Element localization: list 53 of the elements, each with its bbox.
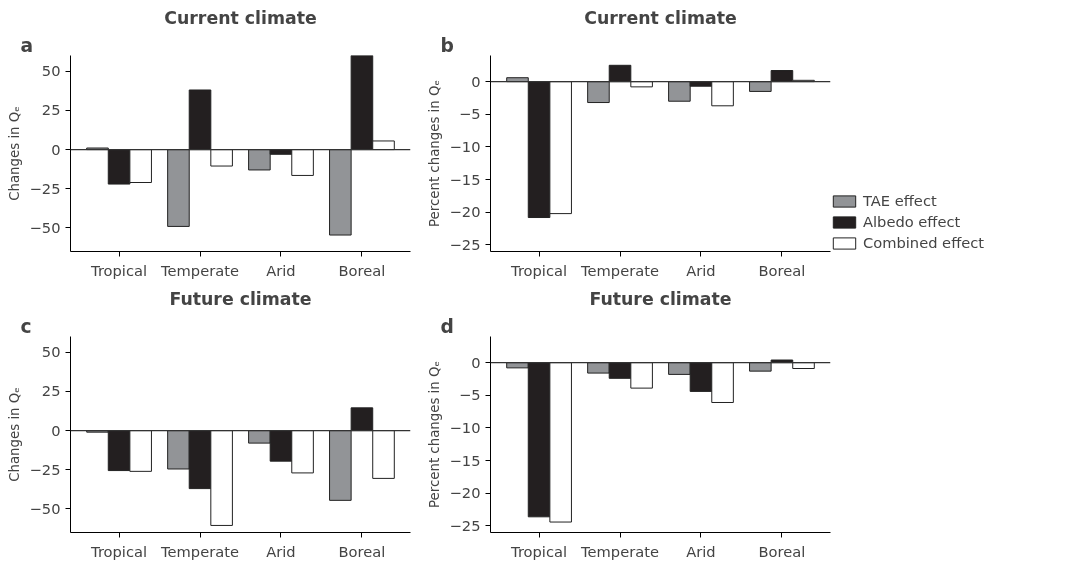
x-tick-label: Boreal bbox=[338, 261, 386, 279]
y-tick-label: −15 bbox=[449, 170, 481, 188]
y-tick-label: −5 bbox=[458, 105, 481, 123]
text: b bbox=[440, 34, 454, 56]
y-tick-label: −50 bbox=[29, 499, 61, 517]
x-tick-label: Tropical bbox=[90, 542, 148, 560]
x-tick-label: Tropical bbox=[510, 542, 568, 560]
y-tick-label: 25 bbox=[41, 101, 61, 119]
chart-title: Future climate bbox=[169, 288, 312, 309]
x-tick-label: Temperate bbox=[160, 261, 239, 279]
y-tick-label: 0 bbox=[471, 72, 481, 90]
y-tick-label: −20 bbox=[449, 203, 481, 221]
legend-label: Albedo effect bbox=[863, 213, 961, 230]
y-axis-title: Percent changes in Qₑ bbox=[426, 79, 442, 228]
x-tick-label: Temperate bbox=[580, 542, 659, 560]
y-tick-label: −25 bbox=[29, 179, 61, 197]
x-tick-label: Boreal bbox=[758, 542, 806, 560]
x-tick-label: Arid bbox=[266, 542, 296, 560]
y-tick-label: −25 bbox=[449, 235, 481, 253]
x-tick-label: Temperate bbox=[160, 542, 239, 560]
y-tick-label: 50 bbox=[41, 62, 61, 80]
x-tick-label: Boreal bbox=[758, 261, 806, 279]
text: c bbox=[20, 315, 32, 337]
legend-label: Combined effect bbox=[863, 234, 985, 251]
y-tick-label: −25 bbox=[29, 460, 61, 478]
y-tick-label: −50 bbox=[29, 218, 61, 236]
y-axis-title: Changes in Qₑ bbox=[6, 387, 22, 482]
x-tick-label: Tropical bbox=[510, 261, 568, 279]
chart-title: Future climate bbox=[589, 288, 732, 309]
y-axis-title: Percent changes in Qₑ bbox=[426, 360, 442, 509]
legend-label: TAE effect bbox=[863, 192, 937, 209]
y-tick-label: −10 bbox=[449, 418, 481, 436]
x-tick-label: Arid bbox=[266, 261, 296, 279]
y-axis-title: Changes in Qₑ bbox=[6, 106, 22, 201]
y-tick-label: 0 bbox=[51, 421, 61, 439]
y-tick-label: −20 bbox=[449, 484, 481, 502]
y-tick-label: 25 bbox=[41, 382, 61, 400]
y-tick-label: −10 bbox=[449, 137, 481, 155]
text: a bbox=[20, 34, 34, 56]
x-tick-label: Tropical bbox=[90, 261, 148, 279]
x-tick-label: Arid bbox=[686, 542, 716, 560]
chart-title: Current climate bbox=[164, 7, 317, 28]
chart-title: Current climate bbox=[584, 7, 737, 28]
x-tick-label: Temperate bbox=[580, 261, 659, 279]
y-tick-label: 50 bbox=[41, 343, 61, 361]
y-tick-label: −5 bbox=[458, 386, 481, 404]
y-tick-label: −15 bbox=[449, 451, 481, 469]
y-tick-label: 0 bbox=[471, 353, 481, 371]
x-tick-label: Boreal bbox=[338, 542, 386, 560]
text: d bbox=[440, 315, 454, 337]
y-tick-label: −25 bbox=[449, 516, 481, 534]
y-tick-label: 0 bbox=[51, 140, 61, 158]
x-tick-label: Arid bbox=[686, 261, 716, 279]
